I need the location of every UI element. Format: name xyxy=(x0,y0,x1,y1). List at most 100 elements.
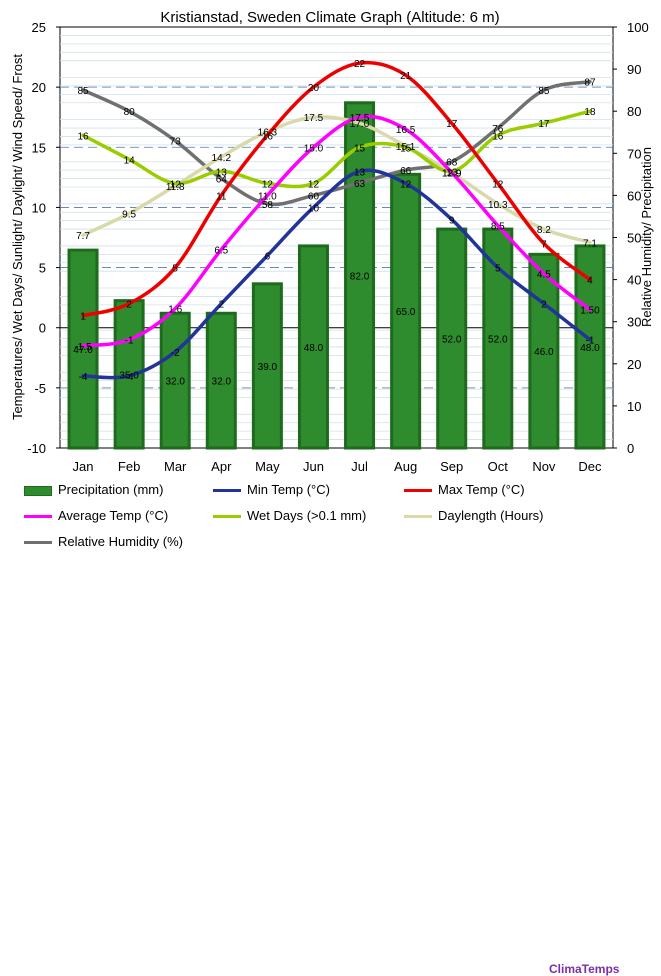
wet-data-label: 16 xyxy=(77,131,89,142)
precipitation-bar xyxy=(159,311,191,450)
y-tick-right-label: 60 xyxy=(627,188,641,203)
legend-swatch-humidity xyxy=(24,541,52,545)
wet-series-line xyxy=(81,109,592,189)
hum-data-label: 60 xyxy=(308,191,320,202)
y-tick-left-label: -10 xyxy=(27,441,46,456)
x-tick-label: Jul xyxy=(351,459,368,474)
precipitation-data-label: 32.0 xyxy=(165,377,185,388)
y-tick-right-label: 80 xyxy=(627,104,641,119)
precipitation-bar xyxy=(436,227,468,450)
hum-data-label: 73 xyxy=(170,137,182,148)
x-tick-label: Aug xyxy=(394,459,417,474)
x-tick-label: Sep xyxy=(440,459,463,474)
day-series-line xyxy=(81,115,592,245)
legend-swatch-max-temp xyxy=(404,489,432,493)
min-data-label: 9 xyxy=(449,215,455,226)
avg-data-label: 11.0 xyxy=(258,191,277,202)
y-tick-left-label: 20 xyxy=(32,80,46,95)
day-data-label: 12.9 xyxy=(442,169,462,180)
precipitation-data-label: 48.0 xyxy=(304,343,324,354)
precipitation-bar xyxy=(344,101,376,450)
y-tick-left-label: 0 xyxy=(39,321,46,336)
day-data-label: 17.0 xyxy=(350,119,370,130)
precipitation-bar xyxy=(67,248,99,450)
y-axis-left-label: Temperatures/ Wet Days/ Sunlight/ Daylig… xyxy=(10,54,25,420)
plot-frame xyxy=(59,26,614,449)
precipitation-data-label: 32.0 xyxy=(212,377,232,388)
legend-item-precipitation: Precipitation (mm) xyxy=(24,482,163,497)
min-data-label: 2 xyxy=(219,300,225,311)
precipitation-data-label: 65.0 xyxy=(396,307,416,318)
y-tick-left-label: 15 xyxy=(32,140,46,155)
y-tick-left-label: -5 xyxy=(34,381,46,396)
precipitation-bar xyxy=(528,252,560,450)
lines-layer xyxy=(81,60,592,380)
legend-swatch-wet-days xyxy=(213,515,241,519)
wet-data-label: 13 xyxy=(446,167,458,178)
climate-chart: 47.0 35.0 32.0 32.0 39.0 48.0 82.0 65.0 52.0 52.0… xyxy=(10,9,654,976)
legend-swatch-min-temp xyxy=(213,489,241,493)
min-data-label: 6 xyxy=(265,252,271,263)
hum-data-label: 85 xyxy=(538,86,550,97)
y-tick-right-label: 40 xyxy=(627,273,641,288)
y-tick-right-label: 70 xyxy=(627,146,641,161)
hum-data-label: 68 xyxy=(446,158,458,169)
bars-layer xyxy=(67,101,606,450)
avg-data-label: 17.5 xyxy=(350,113,370,124)
hum-series-line xyxy=(81,79,592,207)
axis-layer: -10-505101520250102030405060708090100Jan… xyxy=(27,20,649,474)
avg-data-label: 6.5 xyxy=(214,246,228,257)
x-tick-label: Oct xyxy=(488,459,509,474)
hum-data-label: 76 xyxy=(492,124,504,135)
x-tick-label: Jan xyxy=(73,459,94,474)
y-tick-right-label: 10 xyxy=(627,399,641,414)
chart-svg: 47.0 35.0 32.0 32.0 39.0 48.0 82.0 65.0 52.0 52.0… xyxy=(10,9,654,474)
max-data-label: 20 xyxy=(308,83,320,94)
day-data-label: 16.3 xyxy=(258,128,278,139)
precipitation-data-label: 47.0 xyxy=(73,345,93,356)
legend-swatch-daylength xyxy=(404,515,432,519)
y-tick-left-label: 25 xyxy=(32,20,46,35)
max-data-label: 16 xyxy=(262,131,274,142)
x-tick-label: Nov xyxy=(532,459,556,474)
precipitation-data-label: 48.0 xyxy=(580,343,600,354)
legend-item-min-temp: Min Temp (°C) xyxy=(213,482,330,497)
avg-data-label: 12.9 xyxy=(442,169,462,180)
day-data-label: 7.1 xyxy=(583,238,597,249)
x-tick-label: May xyxy=(255,459,280,474)
wet-data-label: 12 xyxy=(170,179,182,190)
legend-item-max-temp: Max Temp (°C) xyxy=(404,482,525,497)
legend-label-humidity: Relative Humidity (%) xyxy=(58,534,183,549)
precipitation-data-label: 35.0 xyxy=(119,370,139,381)
y-tick-right-label: 30 xyxy=(627,315,641,330)
legend-label-min-temp: Min Temp (°C) xyxy=(247,482,330,497)
legend-item-daylength: Daylength (Hours) xyxy=(404,508,544,523)
legend-swatch-average-temp xyxy=(24,515,52,519)
avg-data-label: 8.5 xyxy=(491,221,505,232)
precipitation-data-label: 46.0 xyxy=(534,347,554,358)
min-data-label: -4 xyxy=(79,372,88,383)
hum-data-label: 58 xyxy=(262,200,274,211)
legend-item-average-temp: Average Temp (°C) xyxy=(24,508,168,523)
day-data-label: 8.2 xyxy=(537,225,551,236)
y-tick-right-label: 100 xyxy=(627,20,649,35)
precipitation-bar xyxy=(390,172,422,450)
legend-label-daylength: Daylength (Hours) xyxy=(438,508,544,523)
min-data-label: -2 xyxy=(171,348,180,359)
avg-data-label: 16.5 xyxy=(396,125,416,136)
brand-label: ClimaTemps xyxy=(549,962,620,976)
hum-data-label: 63 xyxy=(354,179,366,190)
max-data-label: 21 xyxy=(400,71,412,82)
max-data-label: 22 xyxy=(354,59,366,70)
legend-item-wet-days: Wet Days (>0.1 mm) xyxy=(213,508,366,523)
hum-data-label: 66 xyxy=(400,166,412,177)
min-data-label: 13 xyxy=(354,167,366,178)
wet-data-label: 15 xyxy=(400,143,412,154)
max-data-label: 4 xyxy=(587,276,593,287)
x-tick-label: Dec xyxy=(578,459,602,474)
max-data-label: 1 xyxy=(80,312,86,323)
min-data-label: 2 xyxy=(541,300,547,311)
precipitation-bar xyxy=(297,244,329,450)
min-data-label: -1 xyxy=(586,336,595,347)
day-data-label: 10.3 xyxy=(488,200,508,211)
